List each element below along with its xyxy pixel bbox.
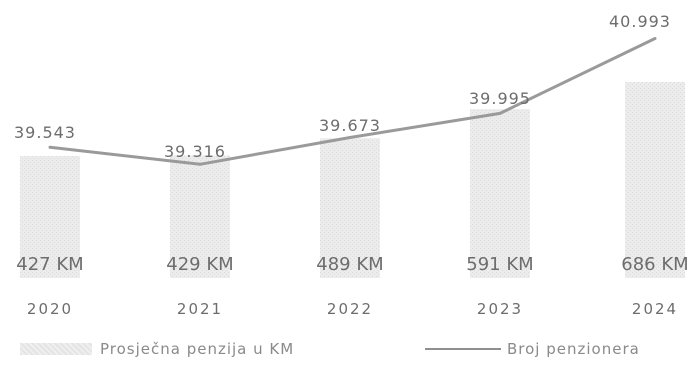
bar-data-label-2020: 427 KM (16, 254, 83, 275)
legend-line-swatch (425, 348, 501, 350)
bar-2020 (20, 156, 80, 278)
line-point-2022 (348, 136, 352, 140)
line-data-label-2023: 39.995 (469, 89, 531, 108)
bar-data-label-2023: 591 KM (466, 254, 533, 275)
line-data-label-2022: 39.673 (319, 116, 381, 135)
legend-line-label: Broj penzionera (507, 340, 640, 358)
line-point-2021 (198, 162, 202, 166)
chart-plot: 39.543 39.316 39.673 39.995 40.993 427 KM 429 … (14, 12, 689, 318)
bar-data-label-2021: 429 KM (166, 254, 233, 275)
x-tick-label-2021: 2021 (177, 300, 223, 318)
bar-data-label-2024: 686 KM (621, 254, 688, 275)
line-data-label-2020: 39.543 (14, 123, 76, 142)
legend-item-line: Broj penzionera (425, 340, 640, 358)
bar-2024 (625, 82, 685, 278)
line-point-2024 (653, 37, 657, 41)
legend-bar-label: Prosječna penzija u KM (100, 340, 295, 358)
x-tick-label-2022: 2022 (327, 300, 373, 318)
x-tick-label-2024: 2024 (632, 300, 678, 318)
x-tick-label-2023: 2023 (477, 300, 523, 318)
line-point-2020 (48, 145, 52, 149)
bar-2023 (470, 109, 530, 279)
legend-item-bars: Prosječna penzija u KM (20, 340, 294, 358)
bar-data-label-2022: 489 KM (316, 254, 383, 275)
line-data-label-2024: 40.993 (609, 12, 671, 31)
legend: Prosječna penzija u KM Broj penzionera (20, 340, 696, 362)
bar-2022 (320, 138, 380, 278)
x-tick-label-2020: 2020 (27, 300, 73, 318)
line-point-2023 (498, 111, 502, 115)
line-data-label-2021: 39.316 (164, 142, 226, 161)
bar-2021 (170, 155, 230, 278)
legend-bar-swatch (20, 343, 92, 355)
